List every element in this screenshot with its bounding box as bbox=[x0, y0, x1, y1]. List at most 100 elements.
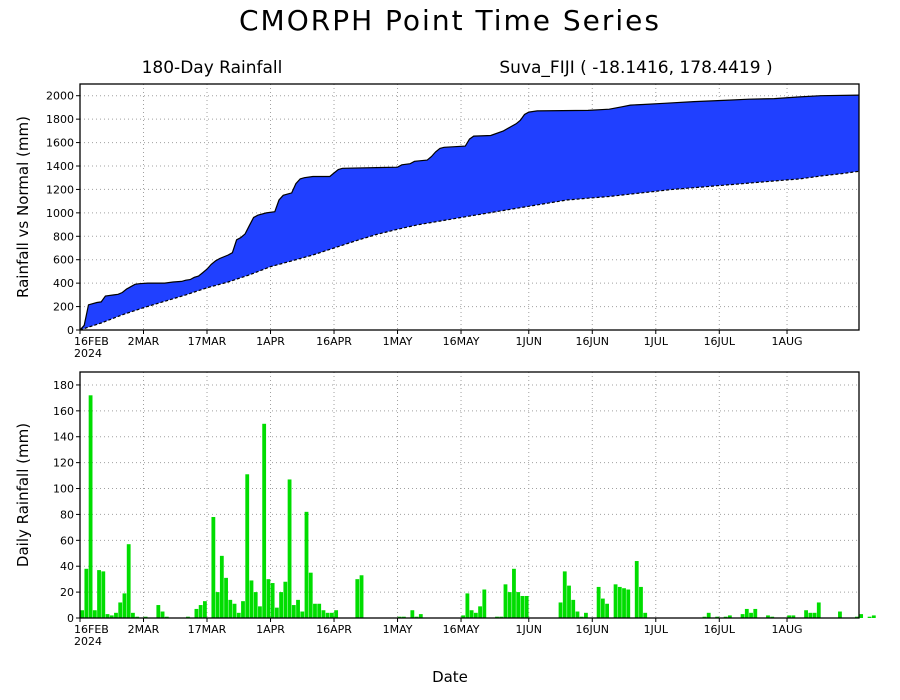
bottom-y-axis-label: Daily Rainfall (mm) bbox=[14, 423, 32, 567]
daily-rain-bar bbox=[211, 517, 216, 618]
daily-rain-bar bbox=[816, 602, 821, 618]
daily-rain-bar bbox=[808, 612, 813, 618]
top-ytick-label: 200 bbox=[53, 301, 74, 314]
bottom-xtick-label: 1AUG bbox=[771, 623, 802, 636]
bottom-xtick-label: 17MAR bbox=[188, 623, 227, 636]
daily-rain-bar bbox=[270, 583, 275, 618]
daily-rain-bar bbox=[643, 612, 648, 618]
bottom-xtick-label: 1JUN bbox=[516, 623, 543, 636]
top-xtick-label: 1AUG bbox=[771, 335, 802, 348]
cumulative-panel: 0 200 400 600 800 1000 1200 1400 1600 1800 2000 16F… bbox=[14, 83, 860, 360]
bottom-ytick-label: 160 bbox=[53, 405, 74, 418]
daily-rain-bar bbox=[605, 603, 610, 618]
daily-rain-bar bbox=[296, 599, 300, 618]
daily-rain-bar bbox=[202, 601, 207, 618]
top-ytick-label: 800 bbox=[53, 230, 74, 243]
top-ytick-label: 1600 bbox=[46, 137, 74, 150]
daily-rain-bar bbox=[329, 612, 334, 618]
daily-rain-bar bbox=[317, 603, 322, 618]
bottom-xtick-label: 1JUL bbox=[644, 623, 669, 636]
daily-rain-bar bbox=[80, 610, 85, 618]
daily-rain-bar bbox=[131, 612, 135, 618]
bottom-ytick-label: 100 bbox=[53, 483, 74, 496]
daily-rain-bar bbox=[744, 608, 749, 618]
daily-rain-bar bbox=[461, 615, 466, 618]
daily-rain-bar bbox=[749, 612, 753, 618]
bottom-ytick-label: 140 bbox=[53, 431, 74, 444]
bottom-xtick-label: 16FEB bbox=[74, 623, 109, 636]
daily-rain-bar bbox=[838, 611, 842, 618]
top-year-label: 2024 bbox=[74, 347, 102, 360]
daily-panel: 0 20 40 60 80 100 120 140 160 180 16FEB 2MAR 17MAR 1A… bbox=[14, 371, 876, 648]
bottom-ytick-label: 60 bbox=[60, 534, 74, 547]
daily-rain-bar bbox=[867, 616, 872, 618]
daily-rain-bar bbox=[279, 592, 284, 618]
top-xtick-label: 16APR bbox=[316, 335, 352, 348]
daily-rain-bar bbox=[740, 614, 745, 618]
daily-rain-bar bbox=[804, 610, 808, 618]
daily-rain-bar bbox=[101, 571, 106, 618]
top-plot-frame bbox=[79, 83, 860, 331]
daily-rain-bar bbox=[266, 579, 271, 618]
daily-rain-bar bbox=[622, 588, 626, 618]
daily-rain-bar bbox=[241, 601, 245, 618]
daily-rain-bar bbox=[791, 615, 796, 618]
bottom-xtick-label: 16APR bbox=[316, 623, 352, 636]
daily-rain-bar bbox=[114, 612, 118, 618]
daily-rain-bar bbox=[92, 610, 97, 618]
daily-rain-bar bbox=[478, 606, 482, 618]
daily-rain-bar bbox=[304, 511, 309, 618]
bottom-xtick-label: 1MAY bbox=[383, 623, 413, 636]
daily-rain-bar bbox=[258, 606, 262, 618]
top-xtick-label: 16FEB bbox=[74, 335, 109, 348]
top-xtick-label: 1JUN bbox=[516, 335, 543, 348]
daily-rain-bar bbox=[787, 615, 792, 618]
bottom-ytick-label: 0 bbox=[67, 612, 74, 625]
daily-rain-bar bbox=[215, 592, 220, 618]
top-xtick-label: 16JUN bbox=[576, 335, 610, 348]
daily-rain-bar bbox=[228, 599, 233, 618]
bottom-xtick-label: 16JUN bbox=[576, 623, 610, 636]
chart-title: CMORPH Point Time Series bbox=[239, 4, 661, 37]
daily-rain-bar bbox=[871, 615, 876, 618]
daily-rain-bar bbox=[812, 612, 817, 618]
x-axis-label: Date bbox=[432, 668, 468, 686]
daily-rain-bar bbox=[287, 479, 292, 618]
daily-rain-bar bbox=[575, 611, 580, 618]
top-ytick-label: 400 bbox=[53, 277, 74, 290]
daily-rain-bar bbox=[512, 568, 516, 618]
daily-rain-bar bbox=[359, 575, 364, 618]
daily-rain-bar bbox=[516, 592, 521, 618]
daily-rain-bar bbox=[262, 423, 267, 618]
top-ytick-label: 1000 bbox=[46, 207, 74, 220]
daily-rain-bar bbox=[300, 611, 305, 618]
daily-rain-bar bbox=[469, 610, 474, 618]
top-xtick-label: 16JUL bbox=[704, 335, 736, 348]
observed-cumulative-line bbox=[79, 94, 860, 331]
daily-rain-bar bbox=[766, 615, 770, 618]
top-xtick-label: 16MAY bbox=[443, 335, 480, 348]
daily-rain-bar bbox=[219, 555, 224, 618]
daily-rain-bar bbox=[325, 612, 330, 618]
top-xtick-label: 1MAY bbox=[383, 335, 413, 348]
top-xtick-label: 1APR bbox=[256, 335, 285, 348]
daily-rain-bar bbox=[245, 474, 250, 618]
daily-rain-bar bbox=[727, 615, 732, 618]
daily-rain-bar bbox=[524, 595, 529, 618]
bottom-ytick-label: 40 bbox=[60, 560, 74, 573]
daily-rain-bar bbox=[706, 612, 711, 618]
top-ytick-label: 1800 bbox=[46, 113, 74, 126]
daily-rain-bar bbox=[122, 593, 127, 618]
daily-rain-bar bbox=[626, 589, 631, 618]
daily-rain-bar bbox=[558, 602, 563, 618]
daily-rain-bar bbox=[571, 599, 576, 618]
daily-rain-bar bbox=[274, 607, 279, 618]
bottom-ytick-label: 20 bbox=[60, 586, 74, 599]
top-ytick-label: 600 bbox=[53, 254, 74, 267]
bottom-year-label: 2024 bbox=[74, 635, 102, 648]
daily-rain-bar bbox=[639, 586, 643, 618]
daily-rain-bar bbox=[249, 580, 254, 618]
daily-rain-bar bbox=[126, 544, 131, 618]
daily-rain-bar bbox=[410, 610, 415, 618]
normal-cumulative-line bbox=[79, 170, 860, 331]
